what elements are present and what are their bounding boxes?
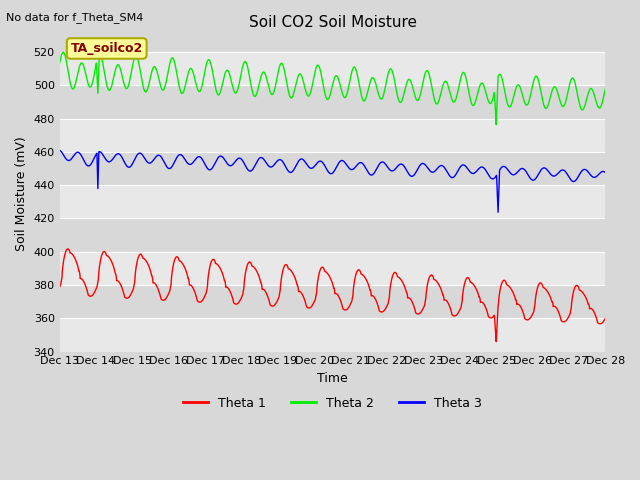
Bar xyxy=(60,285,605,318)
Bar xyxy=(60,252,605,285)
Y-axis label: Soil Moisture (mV): Soil Moisture (mV) xyxy=(15,136,28,251)
Bar xyxy=(60,185,605,218)
Text: TA_soilco2: TA_soilco2 xyxy=(70,42,143,55)
Title: Soil CO2 Soil Moisture: Soil CO2 Soil Moisture xyxy=(248,15,417,30)
Bar xyxy=(60,119,605,152)
Bar xyxy=(60,318,605,351)
Bar xyxy=(60,52,605,85)
Bar xyxy=(60,85,605,119)
Bar xyxy=(60,218,605,252)
Text: No data for f_Theta_SM4: No data for f_Theta_SM4 xyxy=(6,12,144,23)
Legend: Theta 1, Theta 2, Theta 3: Theta 1, Theta 2, Theta 3 xyxy=(178,392,487,415)
X-axis label: Time: Time xyxy=(317,372,348,385)
Bar xyxy=(60,152,605,185)
